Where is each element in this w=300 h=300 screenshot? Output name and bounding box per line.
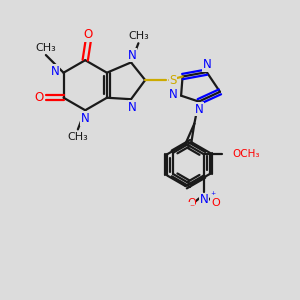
Text: N: N: [128, 49, 137, 62]
Text: OCH₃: OCH₃: [233, 149, 260, 159]
Text: N: N: [169, 88, 178, 101]
Text: ⁻: ⁻: [189, 203, 194, 213]
Text: CH₃: CH₃: [68, 132, 88, 142]
Text: CH₃: CH₃: [35, 43, 56, 53]
Text: O: O: [212, 198, 220, 208]
Polygon shape: [173, 142, 210, 184]
Text: N: N: [81, 112, 90, 125]
Text: N: N: [51, 65, 60, 78]
Text: N: N: [203, 58, 212, 71]
Text: ⁺: ⁺: [211, 191, 216, 201]
Text: S: S: [169, 74, 176, 87]
Text: O: O: [83, 28, 93, 41]
Polygon shape: [167, 144, 204, 186]
Text: CH₃: CH₃: [128, 31, 149, 41]
Text: N: N: [128, 101, 137, 114]
Text: O: O: [35, 91, 44, 104]
Text: N: N: [200, 194, 208, 206]
Text: O: O: [187, 198, 196, 208]
Text: N: N: [195, 103, 204, 116]
